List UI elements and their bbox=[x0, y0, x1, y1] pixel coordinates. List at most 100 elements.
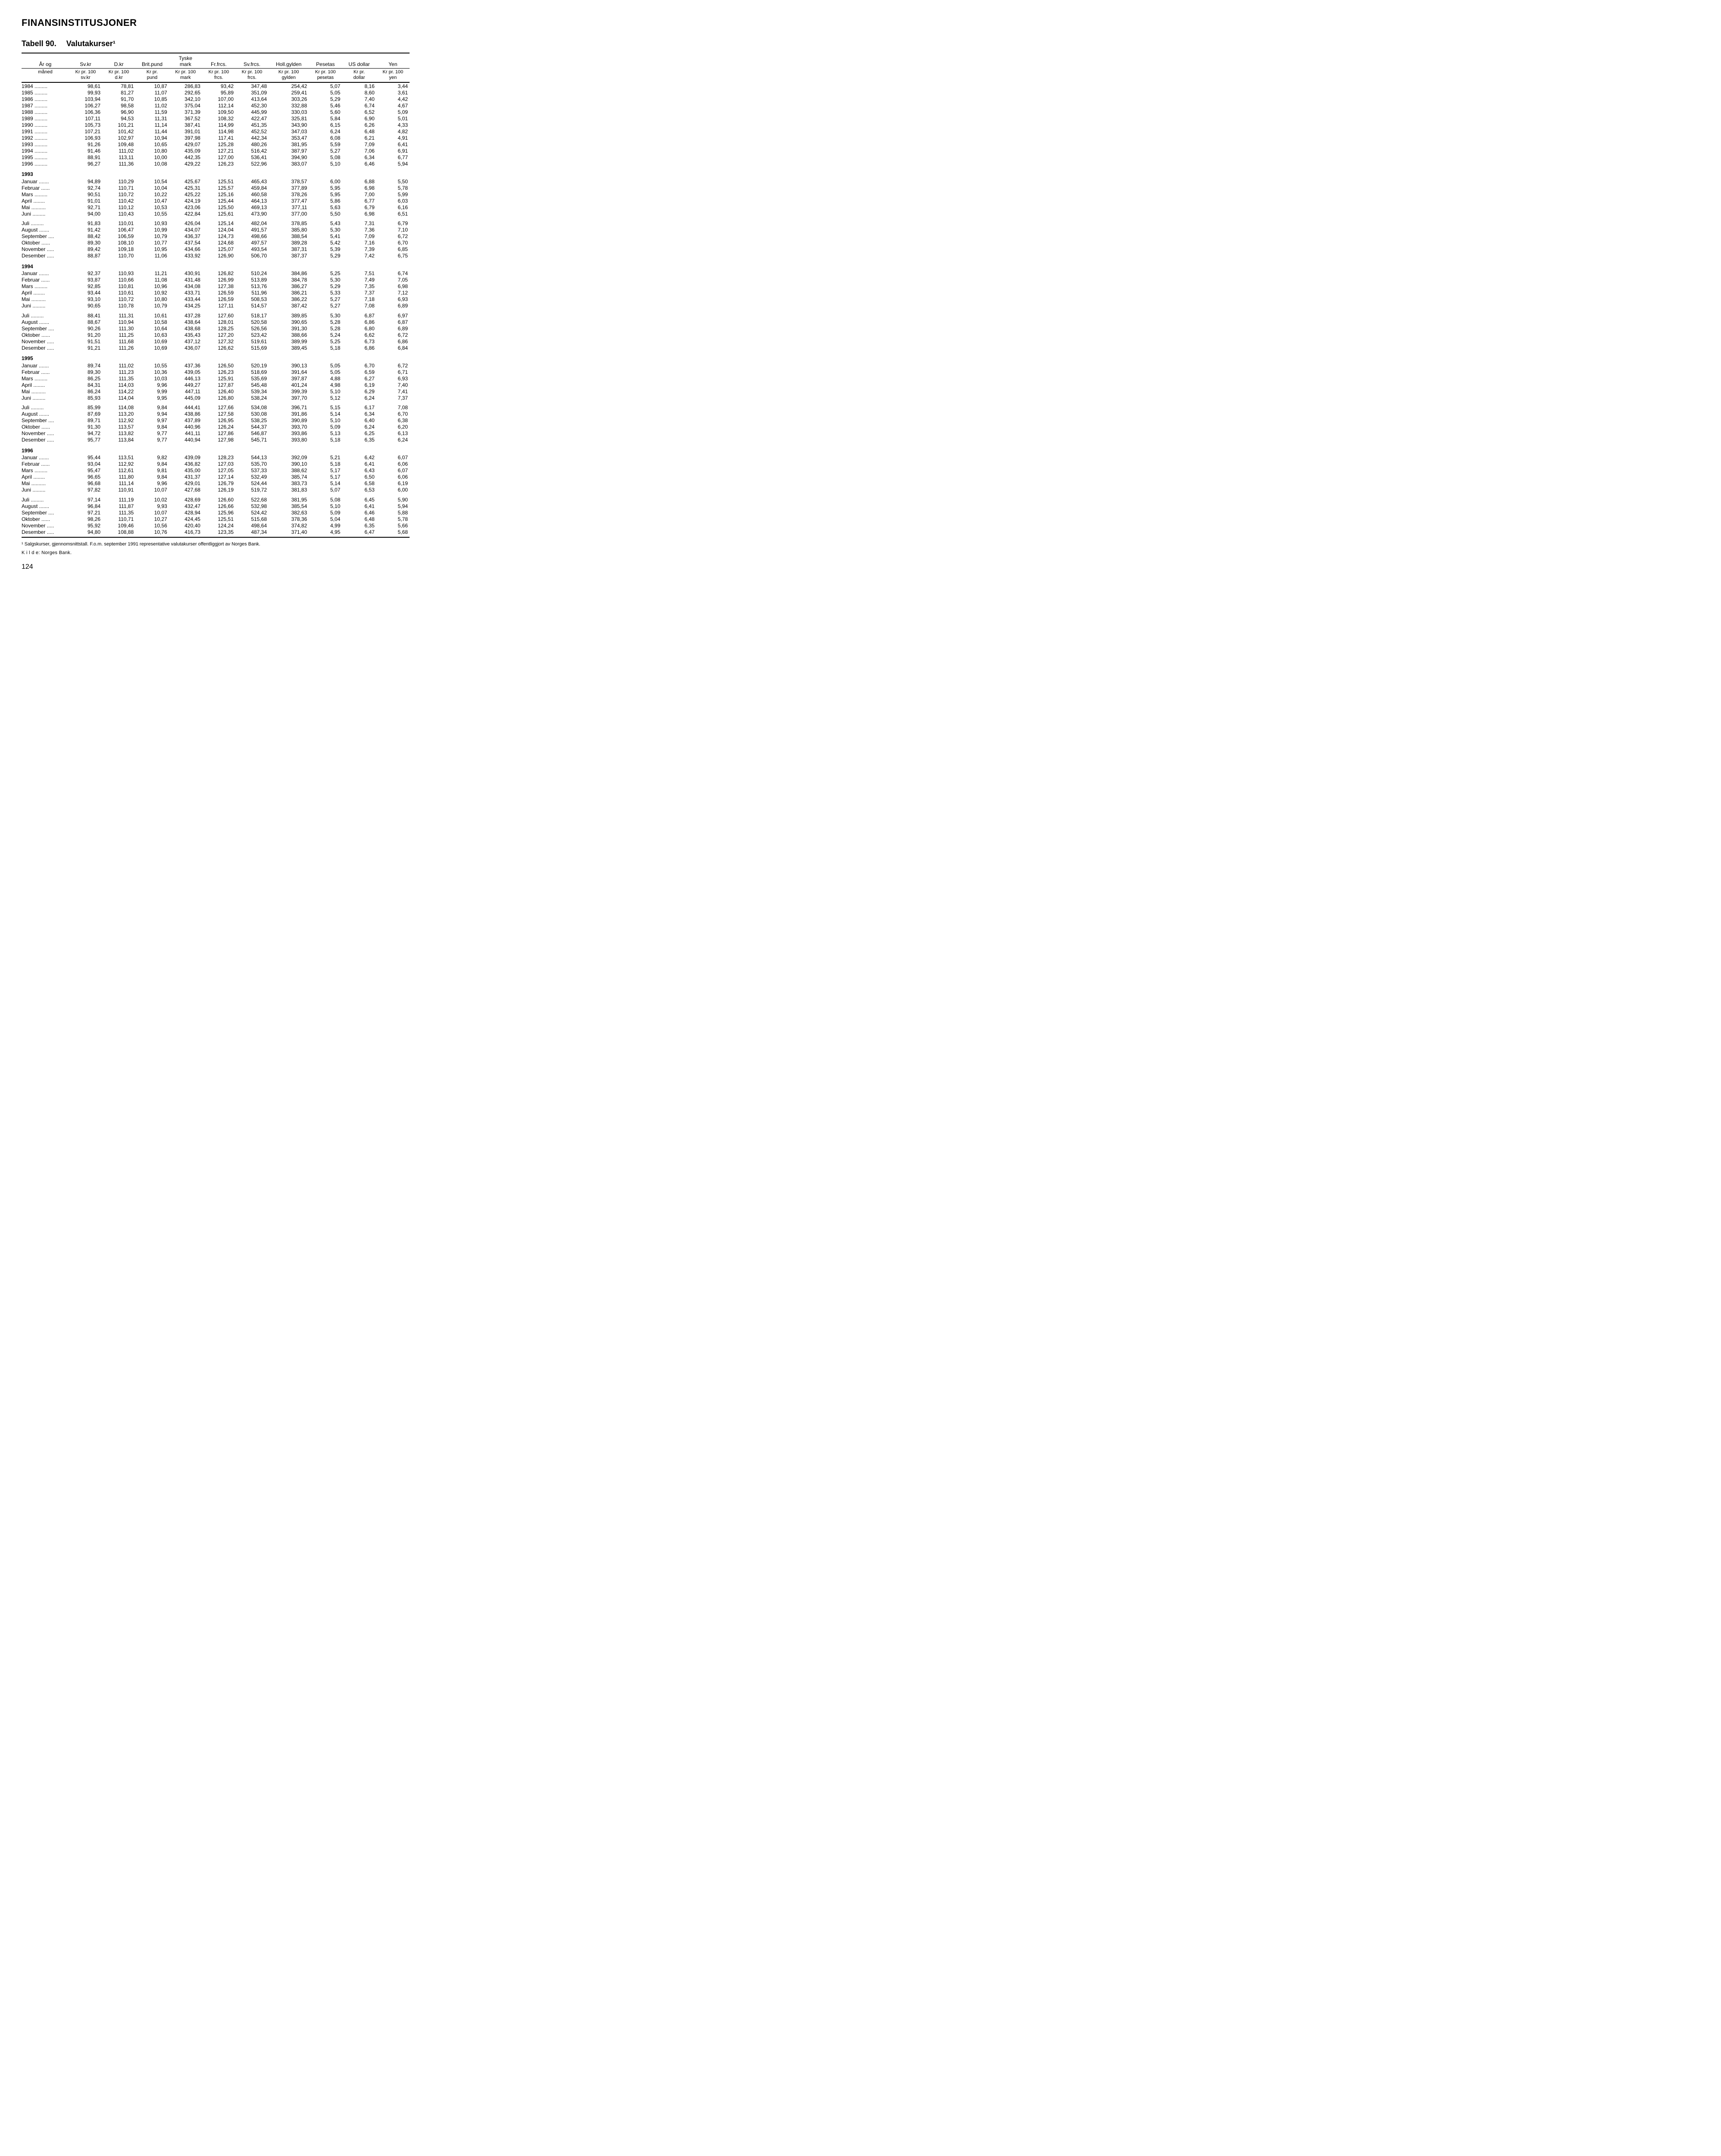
cell: 78,81 bbox=[102, 82, 135, 89]
cell: 389,99 bbox=[269, 338, 309, 345]
cell: 5,12 bbox=[309, 395, 342, 401]
row-label: 1993 ......... bbox=[22, 141, 69, 147]
cell: 6,26 bbox=[342, 122, 376, 128]
cell: 386,21 bbox=[269, 290, 309, 296]
cell: 7,51 bbox=[342, 270, 376, 277]
table-row: Januar .......95,44113,519,82439,09128,2… bbox=[22, 454, 410, 461]
cell: 530,08 bbox=[235, 411, 269, 417]
cell: 5,29 bbox=[309, 96, 342, 102]
cell: 437,54 bbox=[169, 240, 202, 246]
cell: 96,90 bbox=[102, 109, 135, 115]
cell: 10,96 bbox=[135, 283, 169, 290]
cell: 390,65 bbox=[269, 319, 309, 325]
table-row: Februar ......89,30111,2310,36439,05126,… bbox=[22, 369, 410, 375]
cell: 9,96 bbox=[135, 382, 169, 388]
cell: 89,42 bbox=[69, 246, 102, 253]
cell: 5,78 bbox=[376, 185, 410, 191]
col-subheader: Kr pr.dollar bbox=[342, 69, 376, 83]
cell: 378,85 bbox=[269, 217, 309, 227]
row-label: 1992 ......... bbox=[22, 135, 69, 141]
row-label: August ....... bbox=[22, 503, 69, 509]
col-header: Sv.frcs. bbox=[235, 53, 269, 69]
row-label: August ....... bbox=[22, 319, 69, 325]
cell: 303,26 bbox=[269, 96, 309, 102]
cell: 384,78 bbox=[269, 277, 309, 283]
cell: 125,07 bbox=[202, 246, 235, 253]
cell: 520,58 bbox=[235, 319, 269, 325]
cell: 5,08 bbox=[309, 154, 342, 160]
cell: 126,80 bbox=[202, 395, 235, 401]
cell: 10,79 bbox=[135, 303, 169, 309]
cell: 378,57 bbox=[269, 178, 309, 185]
cell: 90,26 bbox=[69, 325, 102, 332]
cell: 5,66 bbox=[376, 522, 410, 529]
row-label: Desember ..... bbox=[22, 529, 69, 537]
cell: 110,12 bbox=[102, 204, 135, 210]
cell: 6,48 bbox=[342, 516, 376, 522]
cell: 126,59 bbox=[202, 290, 235, 296]
cell: 11,14 bbox=[135, 122, 169, 128]
cell: 111,80 bbox=[102, 474, 135, 480]
cell: 526,56 bbox=[235, 325, 269, 332]
cell: 97,82 bbox=[69, 487, 102, 493]
footnote: ¹ Salgskurser, gjennomsnittstall. F.o.m.… bbox=[22, 541, 410, 548]
cell: 6,38 bbox=[376, 417, 410, 424]
row-label: Juli ......... bbox=[22, 309, 69, 319]
cell: 498,66 bbox=[235, 233, 269, 240]
cell: 7,08 bbox=[376, 401, 410, 411]
cell: 436,37 bbox=[169, 233, 202, 240]
cell: 9,84 bbox=[135, 401, 169, 411]
cell: 391,01 bbox=[169, 128, 202, 135]
cell: 464,13 bbox=[235, 197, 269, 204]
cell: 6,27 bbox=[342, 375, 376, 382]
cell: 425,22 bbox=[169, 191, 202, 197]
row-label: Desember ..... bbox=[22, 253, 69, 259]
cell: 96,27 bbox=[69, 160, 102, 167]
cell: 537,33 bbox=[235, 467, 269, 474]
cell: 98,61 bbox=[69, 82, 102, 89]
cell: 351,09 bbox=[235, 89, 269, 96]
cell: 92,71 bbox=[69, 204, 102, 210]
cell: 6,52 bbox=[342, 109, 376, 115]
cell: 452,30 bbox=[235, 102, 269, 109]
cell: 111,23 bbox=[102, 369, 135, 375]
cell: 5,08 bbox=[309, 493, 342, 503]
table-row: Januar .......92,37110,9311,21430,91126,… bbox=[22, 270, 410, 277]
cell: 5,09 bbox=[376, 109, 410, 115]
cell: 434,08 bbox=[169, 283, 202, 290]
cell: 91,21 bbox=[69, 345, 102, 351]
cell: 325,81 bbox=[269, 115, 309, 122]
cell: 444,41 bbox=[169, 401, 202, 411]
cell: 113,82 bbox=[102, 430, 135, 437]
cell: 6,80 bbox=[342, 325, 376, 332]
cell: 86,25 bbox=[69, 375, 102, 382]
table-row: 1991 .........107,21101,4211,44391,01114… bbox=[22, 128, 410, 135]
cell: 6,84 bbox=[376, 345, 410, 351]
cell: 6,97 bbox=[376, 309, 410, 319]
cell: 5,14 bbox=[309, 480, 342, 487]
cell: 9,93 bbox=[135, 503, 169, 509]
row-label: Oktober ...... bbox=[22, 424, 69, 430]
cell: 106,93 bbox=[69, 135, 102, 141]
cell: 7,10 bbox=[376, 227, 410, 233]
cell: 126,82 bbox=[202, 270, 235, 277]
table-row: April ........91,01110,4210,47424,19125,… bbox=[22, 197, 410, 204]
cell: 6,34 bbox=[342, 411, 376, 417]
table-row: Desember .....94,80108,8810,76416,73123,… bbox=[22, 529, 410, 537]
cell: 127,60 bbox=[202, 309, 235, 319]
cell: 5,09 bbox=[309, 509, 342, 516]
cell: 5,94 bbox=[376, 503, 410, 509]
cell: 6,70 bbox=[376, 240, 410, 246]
cell: 126,62 bbox=[202, 345, 235, 351]
cell: 6,46 bbox=[342, 160, 376, 167]
row-label: Februar ...... bbox=[22, 461, 69, 467]
cell: 522,68 bbox=[235, 493, 269, 503]
cell: 88,67 bbox=[69, 319, 102, 325]
table-row: Oktober ......89,30108,1010,77437,54124,… bbox=[22, 240, 410, 246]
row-label: Mai .......... bbox=[22, 388, 69, 395]
cell: 473,90 bbox=[235, 210, 269, 217]
cell: 86,24 bbox=[69, 388, 102, 395]
cell: 89,74 bbox=[69, 362, 102, 369]
cell: 389,45 bbox=[269, 345, 309, 351]
cell: 127,21 bbox=[202, 147, 235, 154]
